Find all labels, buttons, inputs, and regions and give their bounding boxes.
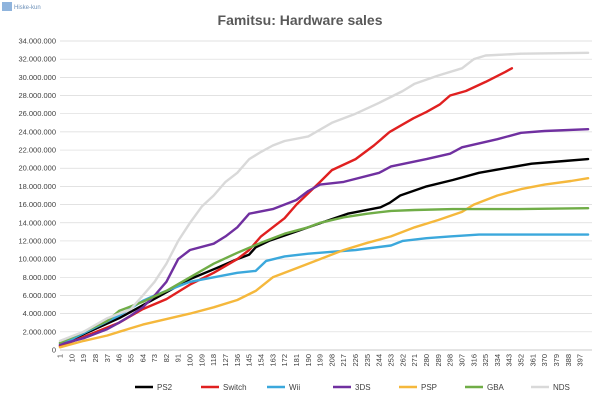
- y-tick-label: 28.000.000: [18, 91, 56, 100]
- x-tick-label: 226: [351, 354, 360, 367]
- watermark: Hiske-kun: [2, 2, 41, 11]
- x-tick-label: 370: [540, 354, 549, 367]
- x-tick-label: 154: [256, 354, 265, 367]
- x-tick-label: 190: [304, 354, 313, 367]
- x-tick-label: 199: [316, 354, 325, 367]
- x-tick-label: 397: [576, 354, 585, 367]
- x-tick-label: 352: [517, 354, 526, 367]
- y-tick-label: 22.000.000: [18, 146, 56, 155]
- x-tick-label: 334: [493, 354, 502, 367]
- legend-label-gba: GBA: [487, 383, 505, 392]
- x-tick-label: 253: [387, 354, 396, 367]
- x-tick-label: 64: [138, 354, 147, 362]
- y-tick-label: 8.000.000: [23, 273, 56, 282]
- legend-label-3ds: 3DS: [355, 383, 371, 392]
- x-tick-label: 118: [209, 354, 218, 366]
- legend-label-switch: Switch: [223, 383, 247, 392]
- x-tick-label: 271: [410, 354, 419, 367]
- x-tick-label: 316: [469, 354, 478, 367]
- x-tick-label: 19: [79, 354, 88, 362]
- y-axis-tick-labels: 0 2.000.000 4.000.000 6.000.000 8.000.000 10.…: [18, 37, 56, 355]
- x-tick-label: 244: [375, 354, 384, 367]
- series-line-3ds: [58, 127, 590, 346]
- x-tick-label: 100: [186, 354, 195, 367]
- series-line-psp: [58, 177, 590, 349]
- y-tick-label: 4.000.000: [23, 309, 56, 318]
- y-tick-label: 20.000.000: [18, 164, 56, 173]
- y-tick-label: 34.000.000: [18, 37, 56, 46]
- x-tick-label: 298: [446, 354, 455, 367]
- chart-title: Famitsu: Hardware sales: [218, 12, 383, 28]
- series-line-wii: [58, 233, 590, 345]
- x-tick-label: 127: [221, 354, 230, 367]
- legend-label-wii: Wii: [289, 383, 300, 392]
- legend-label-psp: PSP: [421, 383, 437, 392]
- x-tick-label: 109: [197, 354, 206, 367]
- y-tick-label: 0: [52, 346, 56, 355]
- series-line-switch: [58, 67, 514, 348]
- x-tick-label: 145: [245, 354, 254, 367]
- x-tick-label: 262: [398, 354, 407, 367]
- x-tick-label: 235: [363, 354, 372, 367]
- x-tick-label: 73: [150, 354, 159, 362]
- x-tick-label: 91: [174, 354, 183, 362]
- series-line-gba: [58, 207, 590, 344]
- y-tick-label: 30.000.000: [18, 73, 56, 82]
- series-lines: [58, 51, 590, 349]
- y-tick-label: 14.000.000: [18, 218, 56, 227]
- x-tick-label: 172: [280, 354, 289, 367]
- legend-label-nds: NDS: [553, 383, 570, 392]
- legend: PS2 Switch Wii 3DS PSP GBA NDS: [135, 383, 570, 392]
- x-tick-label: 82: [162, 354, 171, 362]
- legend-label-ps2: PS2: [157, 383, 173, 392]
- watermark-text: Hiske-kun: [14, 5, 41, 11]
- x-tick-label: 37: [103, 354, 112, 362]
- x-tick-label: 163: [268, 354, 277, 367]
- y-tick-label: 26.000.000: [18, 109, 56, 118]
- y-tick-label: 16.000.000: [18, 200, 56, 209]
- x-tick-label: 208: [327, 354, 336, 367]
- gridlines: [60, 40, 592, 351]
- watermark-logo-icon: [2, 2, 12, 11]
- x-tick-label: 343: [505, 354, 514, 367]
- y-tick-label: 18.000.000: [18, 182, 56, 191]
- x-tick-label: 10: [67, 354, 76, 362]
- x-tick-label: 307: [457, 354, 466, 367]
- y-tick-label: 12.000.000: [18, 236, 56, 245]
- x-tick-label: 55: [126, 354, 135, 362]
- y-tick-label: 32.000.000: [18, 55, 56, 64]
- y-tick-label: 24.000.000: [18, 127, 56, 136]
- x-tick-label: 280: [422, 354, 431, 367]
- series-line-nds: [58, 51, 590, 343]
- x-axis-tick-labels: 1 10 19 28 37 46 55 64 73 82 91 100 109 118 127 136 145 1…: [56, 354, 585, 367]
- x-tick-label: 46: [115, 354, 124, 362]
- x-tick-label: 361: [528, 354, 537, 367]
- x-tick-label: 379: [552, 354, 561, 367]
- y-tick-label: 10.000.000: [18, 255, 56, 264]
- x-tick-label: 217: [339, 354, 348, 367]
- x-tick-label: 181: [292, 354, 301, 367]
- x-tick-label: 28: [91, 354, 100, 362]
- x-tick-label: 136: [233, 354, 242, 367]
- x-tick-label: 388: [564, 354, 573, 367]
- x-tick-label: 325: [481, 354, 490, 367]
- x-tick-label: 1: [56, 354, 65, 358]
- y-tick-label: 6.000.000: [23, 291, 56, 300]
- y-tick-label: 2.000.000: [23, 327, 56, 336]
- x-tick-label: 289: [434, 354, 443, 367]
